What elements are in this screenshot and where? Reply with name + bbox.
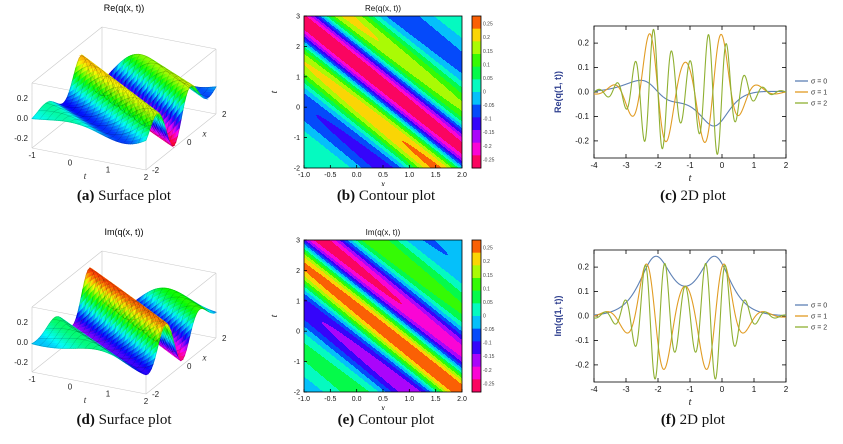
caption-f: (f) 2D plot	[548, 412, 838, 429]
caption-b-tag: (b)	[336, 188, 356, 204]
contour-plot-re-canvas	[266, 0, 506, 186]
caption-b-text: Contour plot	[358, 188, 436, 204]
caption-e-tag: (e)	[337, 412, 355, 428]
caption-c: (c) 2D plot	[548, 188, 838, 205]
caption-d: (d) Surface plot	[2, 412, 246, 429]
line-plot-im-canvas	[548, 224, 838, 410]
caption-c-text: 2D plot	[680, 188, 726, 204]
contour-plot-im-canvas	[266, 224, 506, 410]
caption-e: (e) Contour plot	[266, 412, 506, 429]
caption-a-tag: (a)	[76, 188, 95, 204]
caption-a-text: Surface plot	[98, 188, 172, 204]
caption-f-tag: (f)	[660, 412, 676, 428]
caption-a: (a) Surface plot	[2, 188, 246, 205]
caption-c-tag: (c)	[660, 188, 677, 204]
caption-d-tag: (d)	[76, 412, 95, 428]
caption-e-text: Contour plot	[358, 412, 435, 428]
caption-b: (b) Contour plot	[266, 188, 506, 205]
line-plot-re-canvas	[548, 0, 838, 186]
caption-f-text: 2D plot	[679, 412, 726, 428]
caption-d-text: Surface plot	[98, 412, 172, 428]
surface-plot-re-canvas	[2, 0, 246, 186]
surface-plot-im-canvas	[2, 224, 246, 410]
